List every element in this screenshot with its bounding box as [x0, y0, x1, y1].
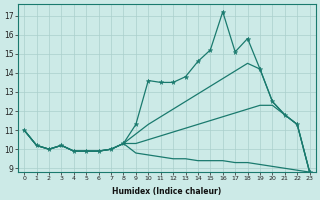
X-axis label: Humidex (Indice chaleur): Humidex (Indice chaleur): [112, 187, 221, 196]
